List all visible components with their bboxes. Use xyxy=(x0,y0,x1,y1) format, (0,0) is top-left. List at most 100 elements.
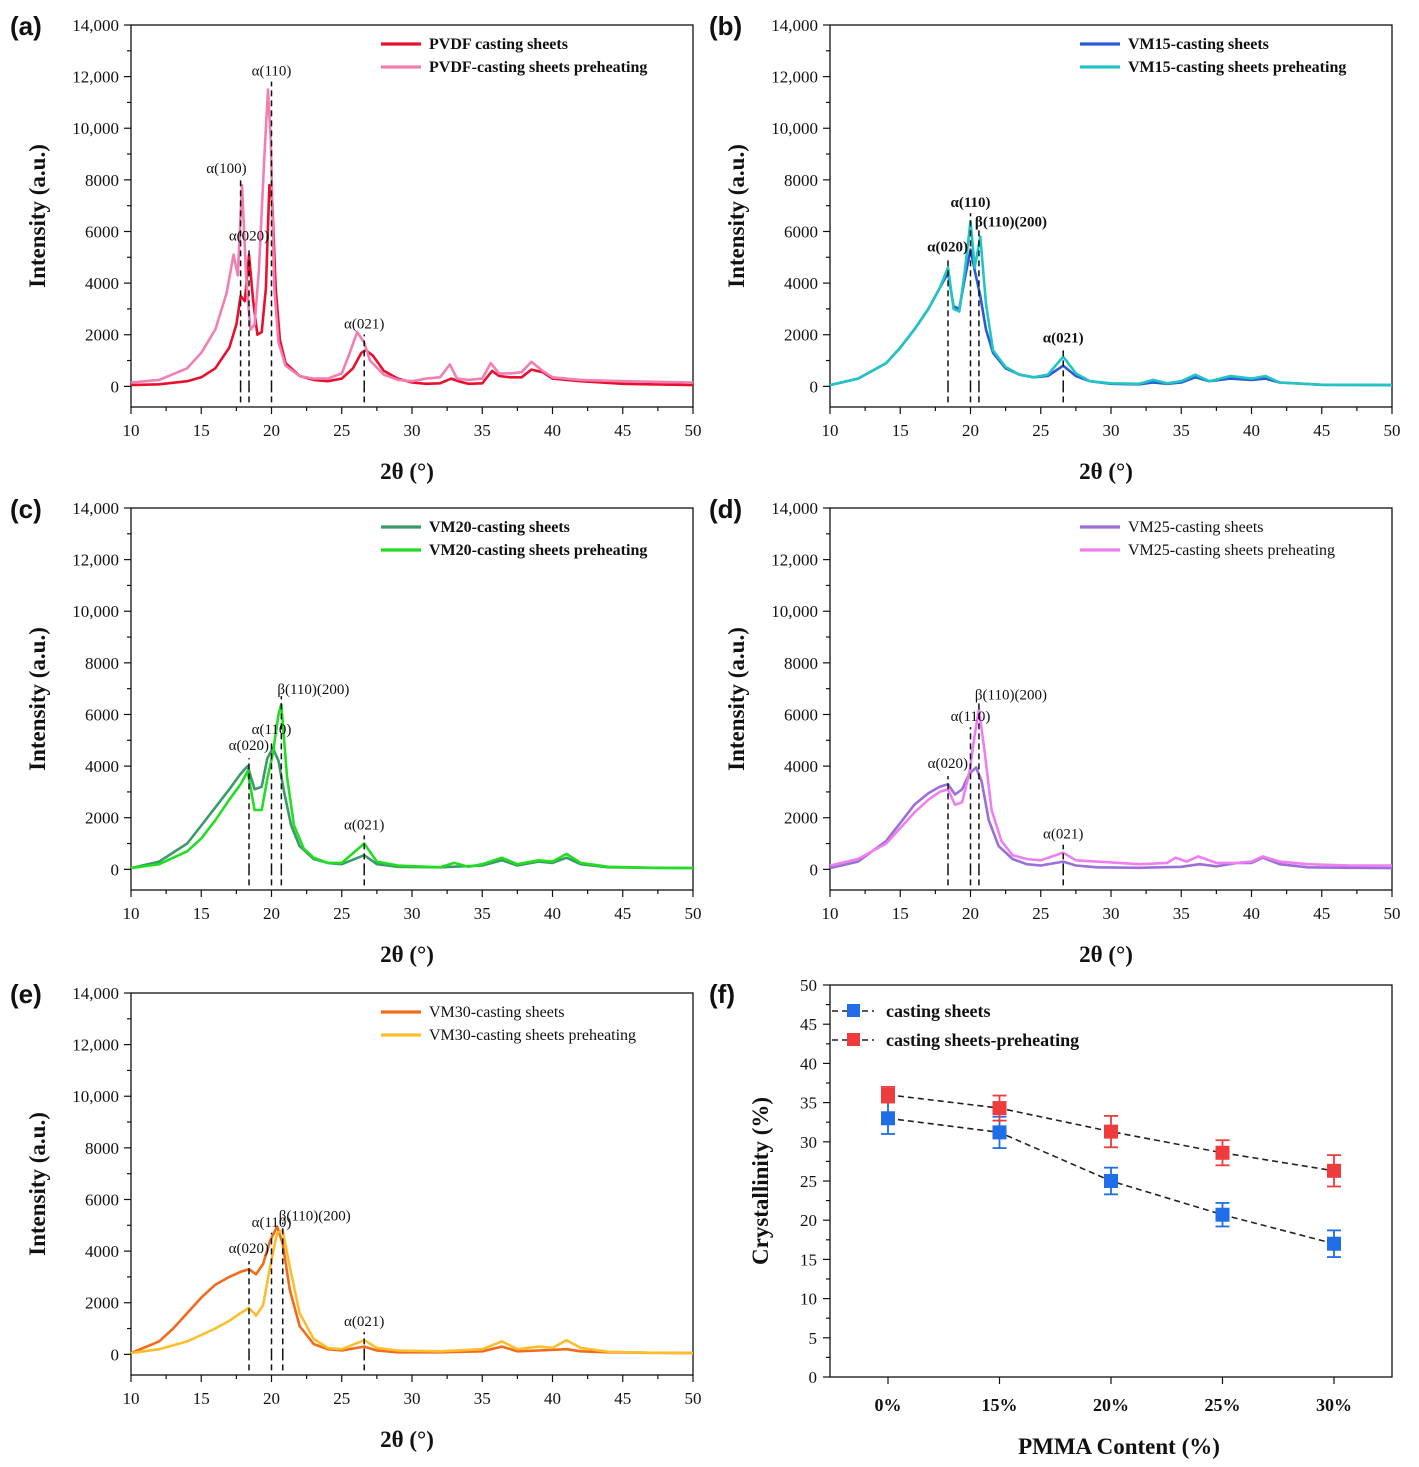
x-axis-title: 2θ (°) xyxy=(380,942,434,967)
y-tick-label: 0 xyxy=(810,860,819,879)
x-tick-label: 20 xyxy=(263,904,280,923)
x-tick-label: 30 xyxy=(404,1389,421,1408)
y-axis-title: Intensity (a.u.) xyxy=(25,1112,50,1256)
panel-label: (e) xyxy=(10,979,42,1009)
y-tick-label: 12,000 xyxy=(72,551,119,570)
legend-label: VM30-casting sheets preheating xyxy=(429,1027,636,1044)
x-tick-label: 20 xyxy=(962,904,979,923)
x-tick-label: 10 xyxy=(822,904,839,923)
y-tick-label: 0 xyxy=(809,1368,818,1387)
y-tick-label: 8000 xyxy=(85,654,119,673)
peak-label: α(021) xyxy=(344,818,384,834)
x-tick-label: 20 xyxy=(962,421,979,440)
panel-label: (a) xyxy=(10,11,42,41)
legend-label: VM20-casting sheets preheating xyxy=(429,542,647,559)
x-axis-title: 2θ (°) xyxy=(380,1427,434,1452)
y-tick-label: 15 xyxy=(800,1250,817,1269)
peak-label: α(020) xyxy=(928,756,968,772)
y-tick-label: 35 xyxy=(800,1094,817,1113)
y-tick-label: 14,000 xyxy=(771,499,818,518)
x-tick-label: 45 xyxy=(614,421,631,440)
x-axis-title: 2θ (°) xyxy=(1079,459,1133,484)
x-tick-label: 15 xyxy=(892,904,909,923)
x-tick-label: 50 xyxy=(685,904,702,923)
x-tick-label: 30 xyxy=(404,421,421,440)
x-tick-label: 10 xyxy=(123,421,140,440)
legend-swatch-marker xyxy=(847,1033,860,1046)
x-tick-label: 35 xyxy=(474,421,491,440)
series-line-2 xyxy=(829,219,1393,387)
y-tick-label: 10,000 xyxy=(771,602,818,621)
x-tick-label: 45 xyxy=(1313,904,1330,923)
y-tick-label: 0 xyxy=(111,377,120,396)
y-tick-label: 50 xyxy=(800,976,817,995)
y-tick-label: 12,000 xyxy=(72,1036,119,1055)
y-tick-label: 2000 xyxy=(85,809,119,828)
y-tick-label: 12,000 xyxy=(771,551,818,570)
y-tick-label: 4000 xyxy=(85,757,119,776)
x-tick-label: 40 xyxy=(544,904,561,923)
x-tick-label: 35 xyxy=(474,1389,491,1408)
series-line-2 xyxy=(829,708,1392,867)
y-tick-label: 2000 xyxy=(784,809,818,828)
series-line-1 xyxy=(829,248,1393,387)
x-tick-label: 15 xyxy=(193,1389,210,1408)
peak-label: α(110) xyxy=(252,64,292,80)
series-line-1 xyxy=(130,183,694,387)
x-tick-label: 25 xyxy=(1032,421,1049,440)
y-axis-title: Intensity (a.u.) xyxy=(724,144,749,288)
x-tick-label: 40 xyxy=(1243,904,1260,923)
peak-label: β(110)(200) xyxy=(279,1208,351,1224)
y-tick-label: 6000 xyxy=(784,705,818,724)
peak-label: α(021) xyxy=(1043,331,1084,347)
peak-label: β(110)(200) xyxy=(277,682,349,698)
data-point xyxy=(1104,1124,1118,1139)
series-dashed-line-2 xyxy=(887,1094,1335,1172)
peak-label: α(110) xyxy=(252,1215,292,1231)
y-tick-label: 2000 xyxy=(85,1294,119,1313)
x-tick-label: 50 xyxy=(1384,904,1401,923)
x-axis-title: PMMA Content (%) xyxy=(1018,1434,1220,1459)
y-tick-label: 10,000 xyxy=(72,1087,119,1106)
x-tick-label: 45 xyxy=(614,904,631,923)
legend-label: casting sheets-preheating xyxy=(886,1030,1079,1050)
x-tick-label: 10 xyxy=(123,904,140,923)
y-tick-label: 10,000 xyxy=(771,119,818,138)
y-tick-label: 6000 xyxy=(85,705,119,724)
x-tick-label: 30 xyxy=(1103,904,1120,923)
panel-label: (f) xyxy=(709,979,735,1009)
legend-label: VM30-casting sheets xyxy=(429,1004,565,1021)
x-tick-label: 50 xyxy=(685,1389,702,1408)
y-tick-label: 10,000 xyxy=(72,602,119,621)
y-tick-label: 10,000 xyxy=(72,119,119,138)
panel-f: (f) 0 5 10 15 20 25 30 35 40 45 50 0% 15% 20% 25% 30% PMM… xyxy=(709,976,1393,1459)
x-tick-label: 25% xyxy=(1205,1395,1241,1415)
y-tick-label: 4000 xyxy=(784,274,818,293)
series-line-1 xyxy=(130,746,694,870)
series-line-1 xyxy=(829,766,1393,870)
series-line-2 xyxy=(130,1229,694,1355)
legend-label: VM25-casting sheets preheating xyxy=(1128,542,1335,559)
x-tick-label: 10 xyxy=(123,1389,140,1408)
y-tick-label: 8000 xyxy=(85,1139,119,1158)
data-point xyxy=(881,1111,895,1126)
y-tick-label: 0 xyxy=(810,377,819,396)
data-point xyxy=(992,1125,1007,1140)
x-tick-label: 25 xyxy=(1032,904,1049,923)
y-tick-label: 40 xyxy=(800,1054,817,1073)
x-tick-label: 35 xyxy=(1173,904,1190,923)
y-tick-label: 8000 xyxy=(784,654,818,673)
y-tick-label: 25 xyxy=(800,1172,817,1191)
x-tick-label: 15 xyxy=(892,421,909,440)
y-tick-label: 6000 xyxy=(85,1190,119,1209)
y-tick-label: 8000 xyxy=(784,171,818,190)
series-line-1 xyxy=(130,1225,694,1355)
y-tick-label: 4000 xyxy=(85,1242,119,1261)
legend-label: VM25-casting sheets xyxy=(1128,519,1264,536)
plot-frame xyxy=(829,507,1393,891)
panel-label: (b) xyxy=(709,11,742,41)
x-axis-title: 2θ (°) xyxy=(380,459,434,484)
legend-label: VM15-casting sheets xyxy=(1128,36,1269,53)
y-tick-label: 14,000 xyxy=(72,16,119,35)
